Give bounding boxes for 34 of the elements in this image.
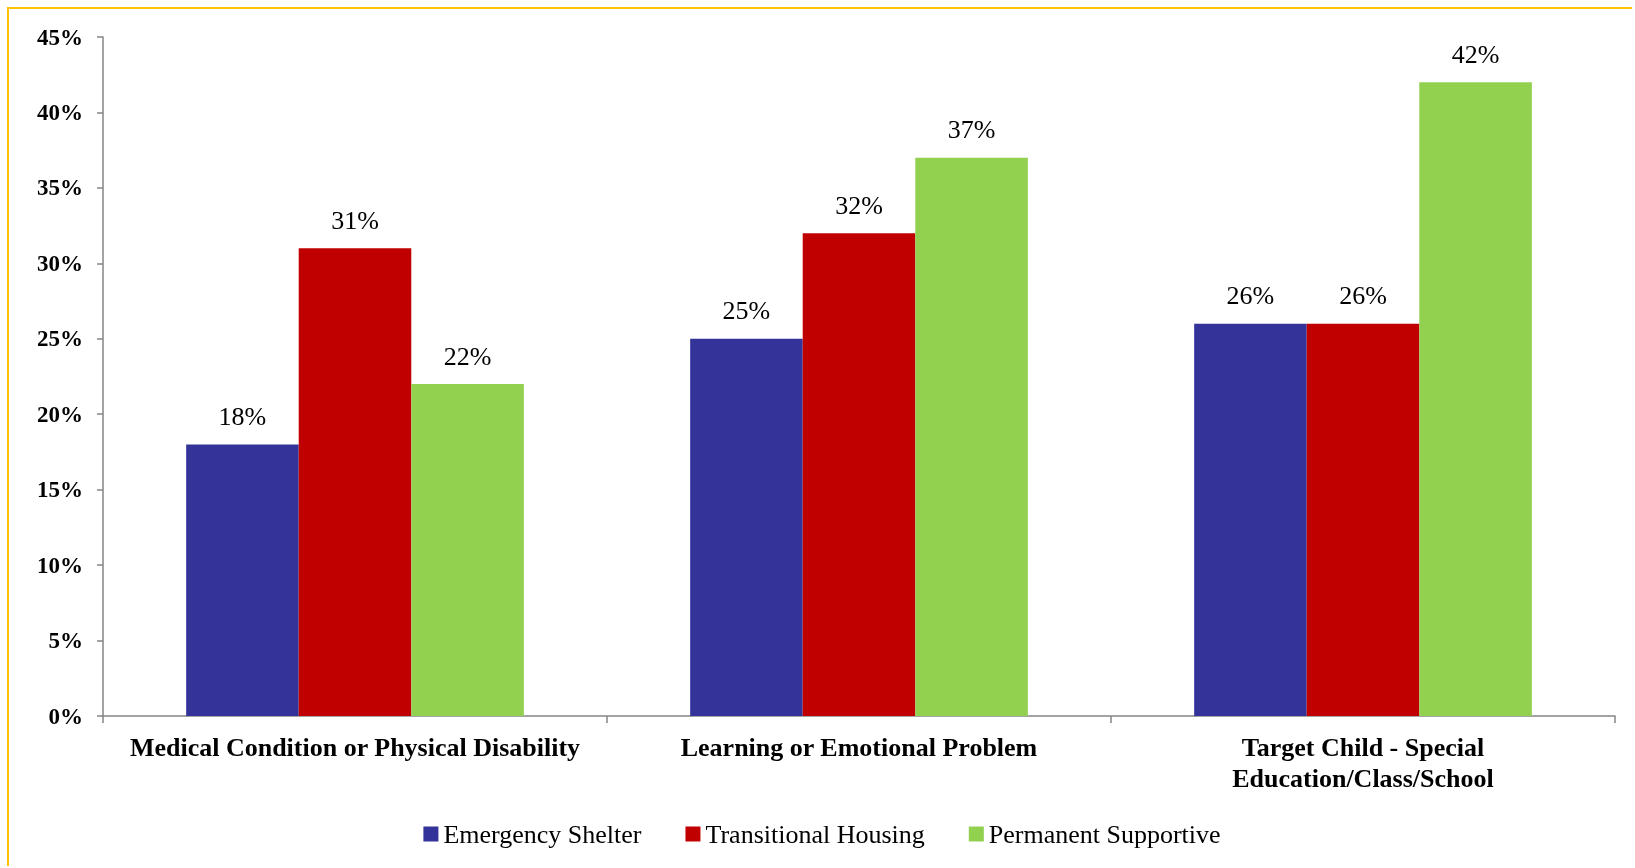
y-tick-label: 5%	[48, 628, 83, 654]
y-tick-label: 40%	[37, 99, 83, 125]
y-tick-label: 10%	[37, 552, 83, 578]
data-label: 37%	[947, 115, 996, 145]
data-label: 18%	[218, 401, 267, 431]
y-tick-label: 20%	[37, 401, 83, 427]
data-label: 26%	[1226, 281, 1275, 311]
data-label: 31%	[331, 205, 379, 235]
x-tick-label: Target Child - Special Education/Class/School	[1232, 733, 1494, 793]
legend-label: Emergency Shelter	[443, 819, 642, 849]
bar	[690, 338, 803, 716]
x-tick-label: Medical Condition or Physical Disability	[129, 733, 581, 762]
data-label: 26%	[1339, 281, 1387, 311]
y-tick-label: 25%	[37, 326, 83, 352]
bar	[802, 233, 916, 716]
data-label: 25%	[722, 296, 771, 326]
bar	[915, 157, 1028, 716]
bar	[1194, 323, 1307, 716]
y-tick-label: 15%	[37, 477, 83, 503]
y-tick-label: 35%	[37, 175, 83, 201]
bar	[186, 444, 299, 716]
legend-label: Transitional Housing	[705, 819, 925, 849]
bar	[1419, 82, 1532, 716]
y-tick-label: 0%	[48, 703, 83, 729]
data-label: 22%	[443, 341, 492, 371]
data-label: 32%	[835, 190, 883, 220]
bar	[1306, 323, 1420, 716]
y-tick-label: 45%	[37, 24, 83, 50]
bar	[411, 384, 524, 716]
legend-label: Permanent Supportive	[988, 819, 1221, 849]
bar	[298, 248, 412, 716]
data-label: 42%	[1451, 39, 1500, 69]
y-tick-label: 30%	[37, 250, 83, 276]
x-tick-label: Learning or Emotional Problem	[680, 733, 1038, 762]
